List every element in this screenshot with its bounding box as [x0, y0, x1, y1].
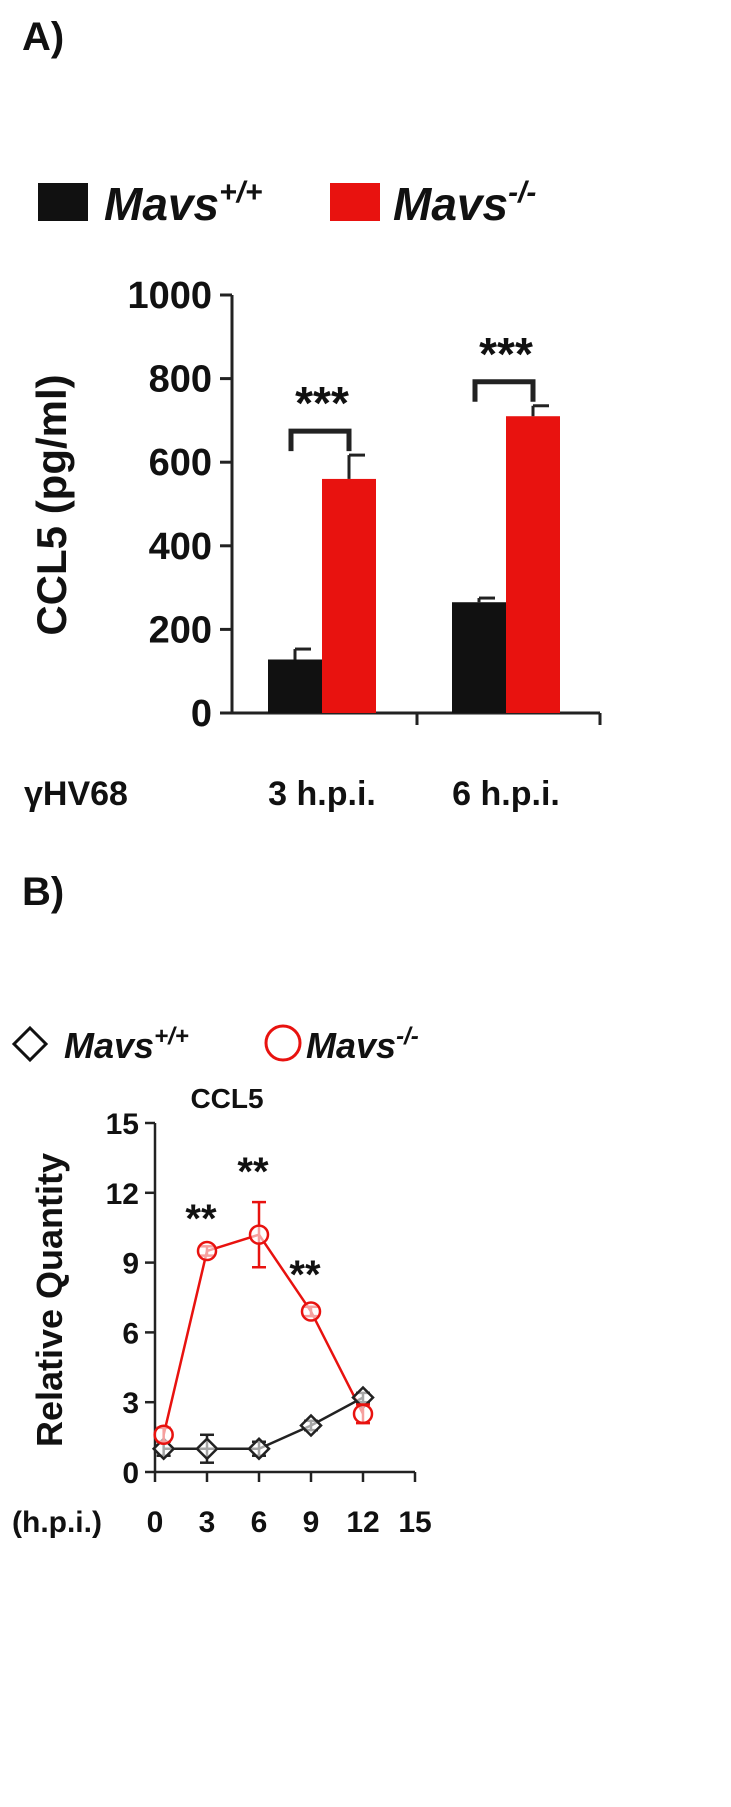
- panel-b-y-tick-label: 9: [122, 1248, 139, 1281]
- panel-a-y-tick-label: 800: [149, 359, 212, 401]
- legend-a-name-1: Mavs: [104, 178, 219, 230]
- panel-b-label: B): [22, 870, 64, 914]
- panel-b-title: CCL5: [190, 1083, 263, 1114]
- data-point-circle: [196, 1240, 218, 1262]
- panel-a-x-tick-label: 3 h.p.i.: [268, 775, 376, 813]
- panel-b-ylabel: Relative Quantity: [29, 1153, 70, 1447]
- legend-b-circle-icon: [264, 1024, 302, 1062]
- panel-b-plot: 0 3 6 9 12 15 0 3 6 9 12 15 ** ** **: [106, 1108, 432, 1539]
- data-point-diamond: [195, 1436, 219, 1461]
- panel-a-x-tick-label: 6 h.p.i.: [452, 775, 560, 813]
- panel-a-x-prefix: γHV68: [24, 775, 128, 813]
- legend-b-label-2: Mavs-/-: [306, 1023, 419, 1066]
- bar: [322, 478, 376, 713]
- panel-b-y-tick-label: 3: [122, 1387, 139, 1420]
- legend-b-diamond-icon: [11, 1025, 49, 1063]
- panel-b-x-tick-label: 0: [147, 1506, 164, 1539]
- data-point-diamond: [299, 1413, 323, 1438]
- data-point-circle: [300, 1301, 322, 1322]
- panel-b-x-tick-label: 6: [251, 1506, 268, 1539]
- legend-b-sup-1: +/+: [154, 1023, 189, 1050]
- legend-a-label-1: Mavs+/+: [104, 176, 262, 230]
- legend-a-swatch-red: [330, 183, 380, 221]
- legend-b-name-1: Mavs: [64, 1025, 154, 1066]
- significance-label: ***: [295, 377, 349, 429]
- series-line-mavs-ko: [162, 1233, 365, 1436]
- panel-a-y-tick-label: 0: [191, 693, 212, 735]
- panel-a-y-tick-label: 1000: [127, 275, 212, 317]
- panel-b-xlabel: (h.p.i.): [12, 1506, 102, 1539]
- data-point-diamond: [247, 1436, 271, 1461]
- data-point-diamond: [151, 1436, 176, 1461]
- panel-b-y-tick-label: 15: [106, 1108, 139, 1141]
- legend-a-sup-2: -/-: [508, 176, 536, 209]
- panel-a-y-tick-label: 400: [149, 526, 212, 568]
- panel-b-x-tick-label: 12: [346, 1506, 379, 1539]
- panel-b-y-tick-label: 6: [122, 1317, 139, 1350]
- panel-a-y-tick-label: 200: [149, 609, 212, 651]
- panel-b-x-tick-label: 3: [199, 1506, 216, 1539]
- panel-b-y-tick-label: 0: [122, 1457, 139, 1490]
- bar: [452, 602, 506, 713]
- panel-a-ylabel: CCL5 (pg/ml): [28, 374, 75, 635]
- data-point-circle: [153, 1424, 174, 1446]
- panel-b-x-tick-label: 15: [398, 1506, 431, 1539]
- significance-bracket: [472, 379, 536, 402]
- panel-a-y-tick-label: 600: [149, 442, 212, 484]
- data-point-circle: [352, 1403, 374, 1425]
- legend-a-label-2: Mavs-/-: [393, 176, 536, 230]
- panel-b-y-tick-label: 12: [106, 1178, 139, 1211]
- panel-a-label: A): [22, 15, 64, 59]
- legend-b-name-2: Mavs: [306, 1025, 396, 1066]
- panel-b-x-tick-label: 9: [303, 1506, 320, 1539]
- legend-a-swatch-black: [38, 183, 88, 221]
- legend-a-name-2: Mavs: [393, 178, 508, 230]
- significance-label: **: [237, 1150, 269, 1194]
- significance-label: **: [185, 1197, 217, 1241]
- data-point-circle: [248, 1224, 270, 1245]
- bar: [506, 416, 560, 713]
- bar: [268, 659, 322, 713]
- legend-a-sup-1: +/+: [219, 176, 262, 209]
- legend-b-label-1: Mavs+/+: [64, 1023, 189, 1066]
- significance-bracket: [288, 428, 352, 452]
- panel-a-plot: 0 200 400 600 800 1000 *** 3 h.p.i. *** 6 h.p.i.: [127, 275, 602, 813]
- significance-label: **: [289, 1253, 321, 1297]
- legend-b-sup-2: -/-: [396, 1023, 419, 1050]
- significance-label: ***: [479, 328, 533, 380]
